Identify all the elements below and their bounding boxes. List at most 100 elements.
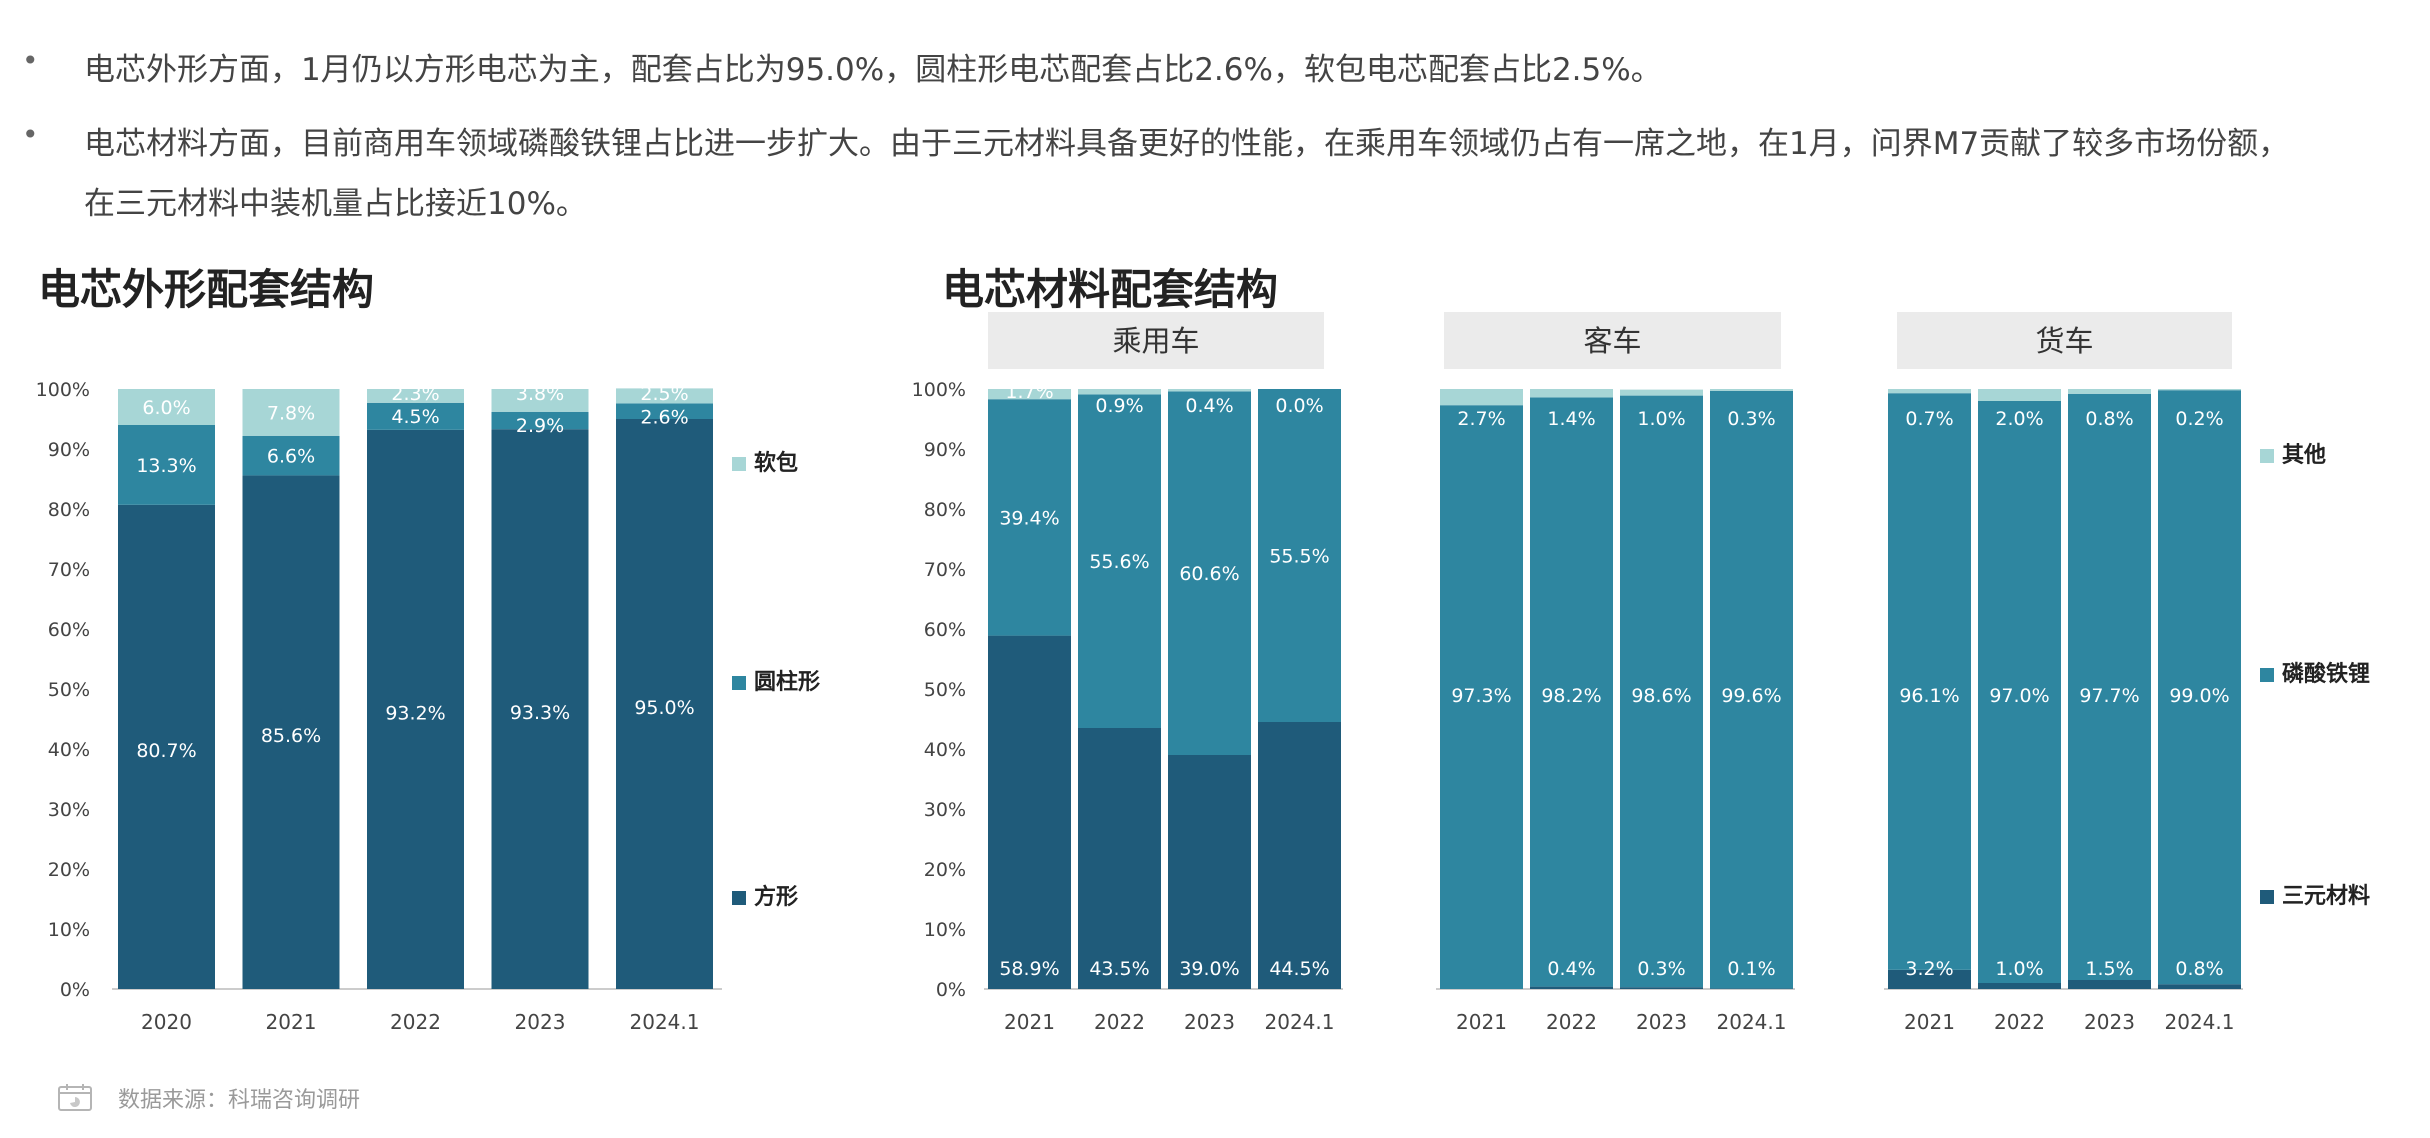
shape-x-tick-label: 2020 xyxy=(141,1010,192,1034)
material-data-label: 58.9% xyxy=(999,958,1059,980)
material-data-label: 39.4% xyxy=(999,507,1059,529)
shape-bar-segment xyxy=(367,402,464,430)
bullet-text: 电芯外形方面，1月仍以方形电芯为主，配套占比为95.0%，圆柱形电芯配套占比2.… xyxy=(84,52,1662,88)
material-data-label: 1.5% xyxy=(2085,958,2133,980)
material-bar-segment xyxy=(2158,984,2241,989)
shape-data-label: 93.2% xyxy=(385,702,445,724)
material-ytick-label: 70% xyxy=(924,559,966,581)
shape-ytick-label: 40% xyxy=(48,739,90,761)
chart-title-material: 电芯材料配套结构 xyxy=(942,265,1279,314)
material-ytick-label: 100% xyxy=(912,379,966,401)
material-data-label: 1.7% xyxy=(1005,381,1053,403)
material-x-tick-label: 2023 xyxy=(1636,1010,1687,1034)
shape-ytick-label: 0% xyxy=(60,979,90,1001)
shape-x-tick-label: 2023 xyxy=(515,1010,566,1034)
material-bar-segment xyxy=(1168,389,1251,392)
material-bar-segment xyxy=(1978,389,2061,401)
shape-data-label: 7.8% xyxy=(267,402,315,424)
material-bar-segment xyxy=(2158,390,2241,985)
material-group-header xyxy=(1897,312,2232,369)
material-data-label: 39.0% xyxy=(1179,958,1239,980)
material-data-label: 96.1% xyxy=(1899,685,1959,707)
shape-ytick-label: 50% xyxy=(48,679,90,701)
shape-bar-segment xyxy=(242,389,340,436)
material-x-tick-label: 2021 xyxy=(1904,1010,1955,1034)
material-group-header-label: 客车 xyxy=(1583,324,1641,358)
material-x-tick-label: 2022 xyxy=(1546,1010,1597,1034)
material-data-label: 43.5% xyxy=(1089,958,1149,980)
material-bar-segment xyxy=(1168,755,1251,989)
material-data-label: 97.7% xyxy=(2079,685,2139,707)
material-bar-segment xyxy=(1078,394,1161,728)
material-group-header-label: 货车 xyxy=(2035,324,2093,358)
shape-legend-swatch xyxy=(732,457,746,471)
material-data-label: 0.9% xyxy=(1095,395,1143,417)
material-bar-segment xyxy=(2068,980,2151,989)
material-data-label: 0.2% xyxy=(2175,408,2223,430)
shape-ytick-label: 70% xyxy=(48,559,90,581)
material-legend-swatch xyxy=(2260,890,2274,904)
shape-ytick-label: 100% xyxy=(36,379,90,401)
shape-data-label: 3.8% xyxy=(516,383,564,405)
material-data-label: 1.0% xyxy=(1637,408,1685,430)
shape-data-label: 85.6% xyxy=(261,725,321,747)
material-bar-segment xyxy=(1888,969,1971,989)
material-x-tick-label: 2022 xyxy=(1094,1010,1145,1034)
shape-ytick-label: 30% xyxy=(48,799,90,821)
shape-legend-swatch xyxy=(732,891,746,905)
chart-title-shape: 电芯外形配套结构 xyxy=(38,265,375,314)
shape-bar-segment xyxy=(242,475,340,989)
material-data-label: 0.1% xyxy=(1727,958,1775,980)
material-bar-segment xyxy=(2068,389,2151,394)
material-data-label: 99.6% xyxy=(1721,685,1781,707)
material-data-label: 0.4% xyxy=(1185,395,1233,417)
material-data-label: 97.3% xyxy=(1451,685,1511,707)
material-bar-segment xyxy=(988,399,1071,636)
material-ytick-label: 50% xyxy=(924,679,966,701)
material-data-label: 0.3% xyxy=(1727,408,1775,430)
material-bar-segment xyxy=(1168,391,1251,755)
material-data-label: 0.3% xyxy=(1637,958,1685,980)
shape-data-label: 6.0% xyxy=(142,397,190,419)
calendar-icon xyxy=(58,1084,92,1111)
material-bar-segment xyxy=(1530,986,1613,989)
material-data-label: 60.6% xyxy=(1179,563,1239,585)
material-x-tick-label: 2024.1 xyxy=(1265,1010,1335,1034)
material-ytick-label: 60% xyxy=(924,619,966,641)
shape-bar-segment xyxy=(616,388,713,404)
material-bar-segment xyxy=(2158,389,2241,391)
material-bar-segment xyxy=(1530,389,1613,398)
shape-legend-label: 方形 xyxy=(754,884,798,910)
shape-legend-label: 软包 xyxy=(754,450,798,476)
material-ytick-label: 30% xyxy=(924,799,966,821)
bullet-dot: • xyxy=(22,44,39,77)
shape-bar-segment xyxy=(616,403,713,419)
material-legend-label: 三元材料 xyxy=(2282,884,2370,909)
material-group-header-label: 乘用车 xyxy=(1112,324,1199,358)
shape-bar-segment xyxy=(491,411,589,430)
shape-data-label: 2.3% xyxy=(391,383,439,405)
shape-data-label: 80.7% xyxy=(136,740,196,762)
shape-data-label: 95.0% xyxy=(634,697,694,719)
material-legend-swatch xyxy=(2260,668,2274,682)
shape-data-label: 4.5% xyxy=(391,406,439,428)
material-bar-segment xyxy=(1978,401,2061,983)
material-data-label: 0.0% xyxy=(1275,395,1323,417)
material-data-label: 0.8% xyxy=(2175,958,2223,980)
material-data-label: 98.6% xyxy=(1631,685,1691,707)
material-group-header xyxy=(988,312,1324,369)
material-bar-segment xyxy=(988,635,1071,989)
material-data-label: 2.7% xyxy=(1457,408,1505,430)
shape-x-tick-label: 2021 xyxy=(266,1010,317,1034)
shape-bar-segment xyxy=(118,425,215,505)
shape-data-label: 2.5% xyxy=(640,383,688,405)
shape-ytick-label: 20% xyxy=(48,859,90,881)
material-group-header xyxy=(1444,312,1781,369)
material-bar-segment xyxy=(1258,389,1341,722)
material-ytick-label: 20% xyxy=(924,859,966,881)
material-bar-segment xyxy=(1530,397,1613,987)
shape-legend-label: 圆柱形 xyxy=(754,670,820,695)
material-x-tick-label: 2021 xyxy=(1004,1010,1055,1034)
material-bar-segment xyxy=(1978,983,2061,989)
